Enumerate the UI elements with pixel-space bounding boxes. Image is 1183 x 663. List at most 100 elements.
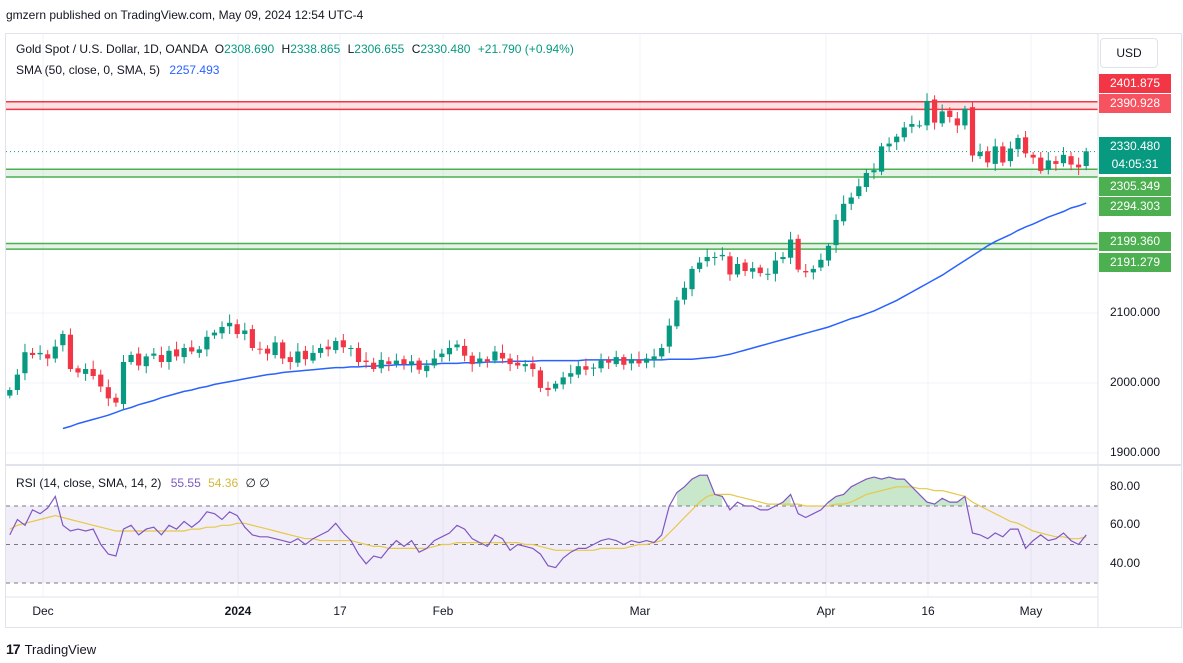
candle-body [151, 353, 157, 356]
support-1-upper-tag: 2305.349 [1099, 177, 1171, 196]
candle [818, 253, 824, 271]
footer[interactable]: 17 TradingView [6, 641, 96, 657]
candle [568, 364, 574, 384]
close-label: C [411, 42, 421, 56]
candle-body [689, 268, 695, 290]
price-legend: Gold Spot / U.S. Dollar, 1D, OANDA O2308… [16, 42, 574, 56]
candle-body [932, 99, 938, 123]
candle-body [841, 203, 847, 222]
candle [477, 352, 483, 367]
candle-body [757, 267, 763, 274]
candle-body [628, 359, 634, 364]
candle-body [530, 363, 536, 369]
candle [939, 104, 945, 127]
rsi-overbought-fill [828, 477, 965, 506]
support-1-lower-tag: 2294.303 [1099, 197, 1171, 216]
candle [75, 365, 81, 378]
candle-body [590, 367, 597, 369]
candle [462, 338, 468, 362]
candle [552, 380, 559, 392]
support-zone-1-fill [6, 169, 1098, 177]
candle-body [719, 254, 725, 257]
candle [469, 352, 475, 372]
price-zones [6, 100, 1098, 250]
candle [962, 105, 968, 130]
candle-body [515, 362, 521, 366]
candle-body [272, 342, 278, 355]
candle [924, 93, 930, 131]
rsi-pane [6, 474, 1098, 584]
candle-body [916, 125, 923, 127]
candle-body [734, 264, 741, 275]
candle-body [317, 348, 324, 353]
candle [264, 345, 271, 361]
candle [871, 163, 877, 180]
candle [219, 321, 225, 339]
currency-button[interactable]: USD [1100, 38, 1158, 68]
candle-body [901, 127, 907, 138]
time-tick-label: 16 [921, 604, 935, 618]
rsi-extra: ∅ ∅ [245, 476, 270, 490]
candle [60, 330, 66, 352]
candle [992, 138, 998, 171]
candle [659, 343, 665, 361]
candle [1053, 156, 1059, 171]
candle [98, 369, 104, 393]
rsi-ma-line [9, 486, 1087, 551]
candle-body [234, 324, 240, 334]
candle [287, 351, 293, 370]
candle [151, 348, 157, 360]
candle-body [583, 366, 589, 370]
candle-body [1022, 137, 1029, 154]
candle [371, 357, 377, 372]
candle-body [401, 359, 407, 365]
candle [727, 252, 733, 281]
candle-body [522, 364, 528, 367]
candle-body [408, 361, 415, 365]
brand-name: TradingView [24, 641, 97, 657]
candle [204, 330, 210, 357]
candle-body [825, 245, 832, 261]
candle-body [924, 100, 930, 126]
candle [431, 350, 437, 369]
candle-body [257, 348, 263, 350]
candle-body [659, 348, 665, 357]
candle [113, 393, 119, 407]
candle [545, 381, 551, 397]
candle-body [113, 397, 119, 403]
candle-body [280, 342, 286, 359]
candle-body [371, 362, 377, 369]
candle [833, 214, 839, 253]
candle-body [462, 345, 468, 356]
price-tick-label: 2100.000 [1110, 305, 1161, 319]
candles [7, 93, 1089, 411]
candle [651, 348, 657, 368]
candle [636, 351, 642, 367]
candle [45, 350, 51, 367]
candle [257, 341, 263, 355]
candle-body [1007, 148, 1014, 162]
candle-body [1038, 157, 1044, 171]
candle [969, 101, 976, 162]
candle-body [204, 336, 210, 350]
sma-line [62, 202, 1087, 430]
symbol-label: Gold Spot / U.S. Dollar, 1D, OANDA [16, 42, 208, 56]
rsi-tick-label: 80.00 [1110, 478, 1141, 493]
change-value: +21.790 (+0.94%) [477, 42, 574, 56]
candle [386, 357, 392, 372]
candle-body [575, 366, 581, 375]
candle [1000, 142, 1006, 166]
candle-body [1060, 154, 1067, 164]
candle-body [196, 349, 202, 353]
candle [810, 265, 816, 280]
candle-body [249, 329, 255, 348]
candle-body [105, 387, 111, 399]
candle [750, 261, 756, 279]
candle-body [264, 348, 271, 354]
countdown-tag: 04:05:31 [1099, 155, 1171, 174]
support-2-upper-tag: 2199.360 [1099, 232, 1171, 251]
candle [90, 360, 96, 380]
candle-body [14, 374, 20, 390]
candle-body [697, 262, 703, 269]
